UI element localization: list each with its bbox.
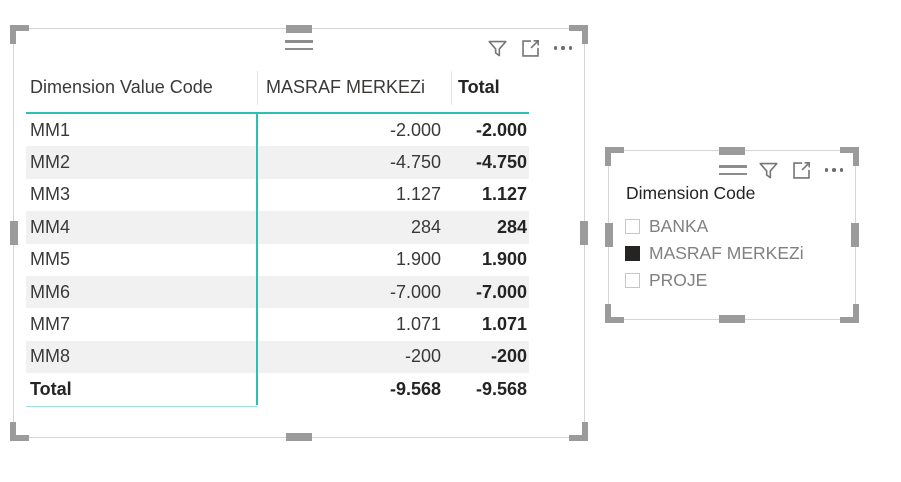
- resize-handle-top-left[interactable]: [10, 25, 29, 44]
- row-code-cell: MM6: [30, 281, 70, 302]
- slicer-title: Dimension Code: [626, 183, 756, 203]
- checkbox-unchecked-icon[interactable]: [625, 273, 640, 288]
- table-row[interactable]: MM4 284 284: [26, 211, 529, 244]
- drag-handle-icon[interactable]: [285, 40, 313, 50]
- row-code-cell: MM3: [30, 184, 70, 205]
- table-row[interactable]: MM7 1.071 1.071: [26, 308, 529, 340]
- column-header-total[interactable]: Total: [451, 70, 529, 105]
- slicer-item-label: BANKA: [649, 216, 709, 236]
- table-row[interactable]: MM5 1.900 1.900: [26, 244, 529, 276]
- row-code-cell: MM7: [30, 314, 70, 335]
- slicer-item-list: BANKA MASRAF MERKEZi PROJE: [625, 213, 804, 294]
- row-value-cell: 1.071: [395, 314, 441, 335]
- total-row-grand-total: -9.568: [475, 379, 527, 400]
- resize-handle-bottom-right[interactable]: [569, 422, 588, 441]
- table-row[interactable]: MM8 -200 -200: [26, 340, 529, 374]
- slicer-item[interactable]: PROJE: [625, 267, 804, 294]
- table-visual[interactable]: Dimension Value Code MASRAF MERKEZi Tota…: [10, 25, 588, 441]
- slicer-item[interactable]: MASRAF MERKEZi: [625, 240, 804, 267]
- resize-handle-bottom-left[interactable]: [10, 422, 29, 441]
- total-underline: [26, 406, 257, 407]
- resize-handle-top[interactable]: [719, 147, 745, 155]
- resize-handle-left[interactable]: [605, 223, 613, 247]
- row-value-cell: 1.127: [395, 184, 441, 205]
- row-code-cell: MM8: [30, 346, 70, 367]
- column-header-dimension-value-code[interactable]: Dimension Value Code: [30, 77, 213, 97]
- row-code-cell: MM5: [30, 249, 70, 270]
- filter-icon[interactable]: [756, 158, 780, 182]
- focus-mode-icon[interactable]: [789, 158, 813, 182]
- slicer-item-label: MASRAF MERKEZi: [649, 243, 804, 263]
- drag-handle-icon[interactable]: [719, 165, 747, 175]
- resize-handle-bottom[interactable]: [719, 315, 745, 323]
- resize-handle-bottom-right[interactable]: [840, 304, 859, 323]
- focus-mode-icon[interactable]: [518, 36, 542, 60]
- row-code-cell: MM1: [30, 119, 70, 140]
- resize-handle-right[interactable]: [851, 223, 859, 247]
- column-divider-line: [256, 114, 258, 405]
- row-total-cell: 1.071: [481, 314, 527, 335]
- data-table: Dimension Value Code MASRAF MERKEZi Tota…: [26, 63, 529, 407]
- row-value-cell: -7.000: [389, 281, 441, 302]
- resize-handle-top-right[interactable]: [569, 25, 588, 44]
- table-row[interactable]: MM3 1.127 1.127: [26, 179, 529, 211]
- filter-icon[interactable]: [485, 36, 509, 60]
- resize-handle-top-left[interactable]: [605, 147, 624, 166]
- row-total-cell: -7.000: [475, 281, 527, 302]
- visual-toolbar: [485, 36, 575, 60]
- checkbox-checked-icon[interactable]: [625, 246, 640, 261]
- table-row[interactable]: MM2 -4.750 -4.750: [26, 146, 529, 179]
- table-row[interactable]: MM6 -7.000 -7.000: [26, 275, 529, 309]
- row-value-cell: -200: [404, 346, 441, 367]
- resize-handle-top-right[interactable]: [840, 147, 859, 166]
- row-value-cell: 284: [410, 216, 441, 237]
- row-code-cell: MM2: [30, 152, 70, 173]
- table-header-row: Dimension Value Code MASRAF MERKEZi Tota…: [26, 63, 529, 114]
- resize-handle-left[interactable]: [10, 221, 18, 245]
- row-value-cell: -2.000: [389, 119, 441, 140]
- resize-handle-bottom-left[interactable]: [605, 304, 624, 323]
- table-total-row: Total -9.568 -9.568: [26, 373, 529, 406]
- resize-handle-top[interactable]: [286, 25, 312, 33]
- row-total-cell: 1.127: [481, 184, 527, 205]
- row-value-cell: -4.750: [389, 152, 441, 173]
- total-row-label: Total: [30, 379, 72, 400]
- row-value-cell: 1.900: [395, 249, 441, 270]
- slicer-item[interactable]: BANKA: [625, 213, 804, 240]
- row-code-cell: MM4: [30, 216, 70, 237]
- more-options-icon[interactable]: [551, 36, 575, 60]
- row-total-cell: -2.000: [475, 119, 527, 140]
- row-total-cell: 1.900: [481, 249, 527, 270]
- total-row-value: -9.568: [389, 379, 441, 400]
- slicer-item-label: PROJE: [649, 270, 708, 290]
- more-options-icon[interactable]: [822, 158, 846, 182]
- column-header-masraf-merkezi[interactable]: MASRAF MERKEZi: [257, 70, 451, 105]
- table-row[interactable]: MM1 -2.000 -2.000: [26, 114, 529, 146]
- row-total-cell: -4.750: [475, 152, 527, 173]
- row-total-cell: -200: [490, 346, 527, 367]
- resize-handle-right[interactable]: [580, 221, 588, 245]
- resize-handle-bottom[interactable]: [286, 433, 312, 441]
- slicer-visual[interactable]: Dimension Code BANKA MASRAF MERKEZi PROJE: [605, 147, 859, 323]
- checkbox-unchecked-icon[interactable]: [625, 219, 640, 234]
- table-body: MM1 -2.000 -2.000 MM2 -4.750 -4.750 MM3 1.127 1.…: [26, 114, 529, 374]
- visual-toolbar: [719, 158, 846, 182]
- row-total-cell: 284: [496, 216, 527, 237]
